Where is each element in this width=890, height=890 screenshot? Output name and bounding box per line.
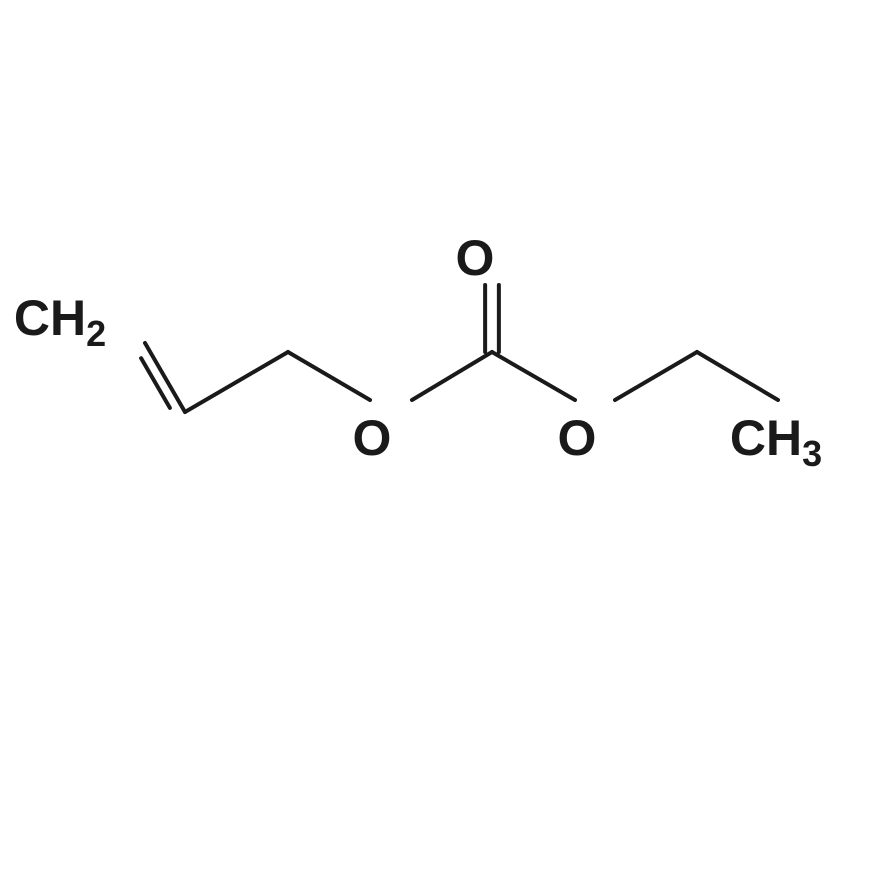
atom-subscript: 3: [802, 433, 822, 474]
atom-ch3-terminal: CH3: [730, 413, 822, 463]
atom-symbol: CH: [730, 410, 802, 466]
molecule-canvas: CH2 O O O CH3: [0, 0, 890, 890]
atom-oxygen-ester-left: O: [353, 413, 392, 463]
atom-subscript: 2: [86, 313, 106, 354]
atom-oxygen-carbonyl: O: [456, 233, 495, 283]
atom-symbol: CH: [14, 290, 86, 346]
atom-oxygen-ester-right: O: [558, 413, 597, 463]
atom-ch2-terminal: CH2: [14, 293, 106, 343]
